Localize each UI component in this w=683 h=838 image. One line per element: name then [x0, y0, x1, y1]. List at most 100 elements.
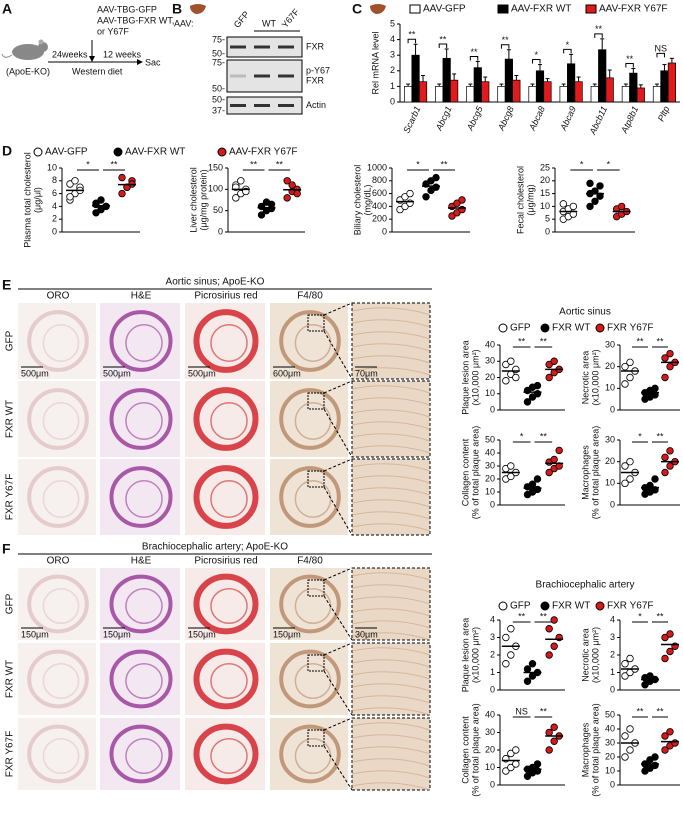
data-point	[621, 362, 629, 371]
y-axis-label: (x10,000 μm²)	[470, 349, 480, 405]
data-point	[641, 681, 649, 689]
data-point	[661, 746, 669, 754]
y-tick-label: 40	[605, 723, 615, 733]
y-tick-label: 0	[490, 499, 495, 509]
lumen	[210, 662, 248, 700]
tissue-fiber	[351, 572, 431, 581]
tissue-fiber	[351, 433, 431, 442]
x-tick-label: Abca8	[527, 105, 547, 133]
data-point	[507, 625, 515, 633]
lumen	[42, 737, 80, 775]
bar	[504, 58, 513, 103]
y-axis-label: Plasma total cholesterol	[22, 152, 32, 248]
bar	[598, 49, 607, 103]
vessel-wall	[193, 648, 259, 710]
data-point	[422, 193, 430, 201]
vessel-wall	[27, 388, 89, 450]
column-header: ORO	[47, 291, 70, 302]
column-header: ORO	[47, 556, 70, 567]
arrow-head	[137, 59, 143, 65]
legend-label: AAV-FXR Y67F	[599, 4, 668, 15]
significance: **	[656, 336, 664, 346]
bar	[543, 81, 552, 103]
significance: **	[440, 159, 448, 169]
data-point	[523, 665, 532, 673]
legend-label: AAV-FXR WT	[125, 147, 185, 158]
vessel-wall	[109, 388, 173, 450]
data-point	[626, 457, 634, 466]
data-point	[651, 384, 659, 393]
significance: **	[595, 24, 603, 34]
data-point	[502, 633, 510, 642]
tissue-fiber	[351, 331, 431, 340]
data-point	[550, 616, 558, 624]
column-header: F4/80	[297, 556, 323, 567]
significance: **	[502, 35, 510, 45]
legend-marker	[595, 323, 605, 333]
data-point	[661, 732, 669, 740]
y-tick-label: 6	[52, 188, 57, 198]
lumen	[42, 402, 80, 440]
y-tick-label: 5	[545, 214, 550, 224]
tissue-fiber	[351, 511, 431, 520]
vessel-wall	[27, 574, 89, 634]
y-tick-label: 1	[490, 667, 495, 677]
vessel-wall	[193, 723, 259, 785]
y-tick-label: 15	[540, 188, 550, 198]
zoom-line	[323, 486, 353, 536]
x-tick-label: Abcb11	[587, 105, 609, 137]
y-tick-label: 0	[610, 779, 615, 789]
y-tick-label: 30	[605, 339, 615, 349]
significance-bracket	[438, 43, 448, 48]
y-tick-label: 10	[605, 383, 615, 393]
data-point	[545, 373, 553, 382]
vessel-wall	[109, 310, 173, 372]
tissue-fiber	[351, 596, 431, 605]
data-point	[626, 746, 634, 754]
y-tick-label: 20	[485, 372, 495, 382]
legend-marker	[540, 323, 550, 333]
tissue-fiber	[351, 695, 431, 704]
y-tick-label: 30	[485, 460, 495, 470]
data-point	[621, 753, 629, 761]
data-point	[661, 453, 669, 462]
data-point	[555, 446, 563, 455]
vessel-wall	[27, 724, 89, 784]
panel-letter: E	[2, 277, 11, 293]
data-point	[118, 189, 126, 198]
lane-label: WT	[262, 18, 276, 28]
significance: NS	[515, 706, 528, 716]
tissue-fiber	[351, 499, 431, 508]
data-point	[651, 753, 659, 761]
legend-label: FXR WT	[552, 601, 590, 612]
legend-marker	[540, 601, 550, 611]
lumen	[125, 587, 163, 625]
bar	[418, 81, 428, 103]
legend-marker	[33, 147, 43, 157]
histology-image	[351, 458, 431, 536]
bar	[559, 86, 568, 103]
liver-icon	[370, 4, 386, 14]
data-point	[406, 189, 414, 198]
data-point	[118, 173, 126, 182]
significance: **	[626, 54, 634, 64]
data-point	[283, 177, 291, 185]
y-tick-label: 0	[218, 226, 223, 236]
zoom-line	[323, 595, 353, 641]
significance: *	[416, 159, 420, 169]
significance-bracket	[625, 62, 634, 68]
section-title: Brachiocephalic artery; ApoE-KO	[142, 542, 288, 553]
y-axis-label: Macrophages	[580, 722, 590, 777]
y-axis-label: (mg/dL)	[362, 184, 372, 215]
column-header: F4/80	[297, 291, 323, 302]
y-tick-label: 40	[485, 339, 495, 349]
significance-bracket	[469, 55, 479, 61]
y-axis-label: (x10,000 μm²)	[470, 627, 480, 683]
bar	[404, 86, 413, 103]
y-tick-label: 30	[605, 737, 615, 747]
data-point	[671, 739, 679, 747]
significance: **	[518, 611, 526, 621]
duration: 12 weeks	[103, 49, 142, 59]
zoom-line	[323, 458, 353, 472]
